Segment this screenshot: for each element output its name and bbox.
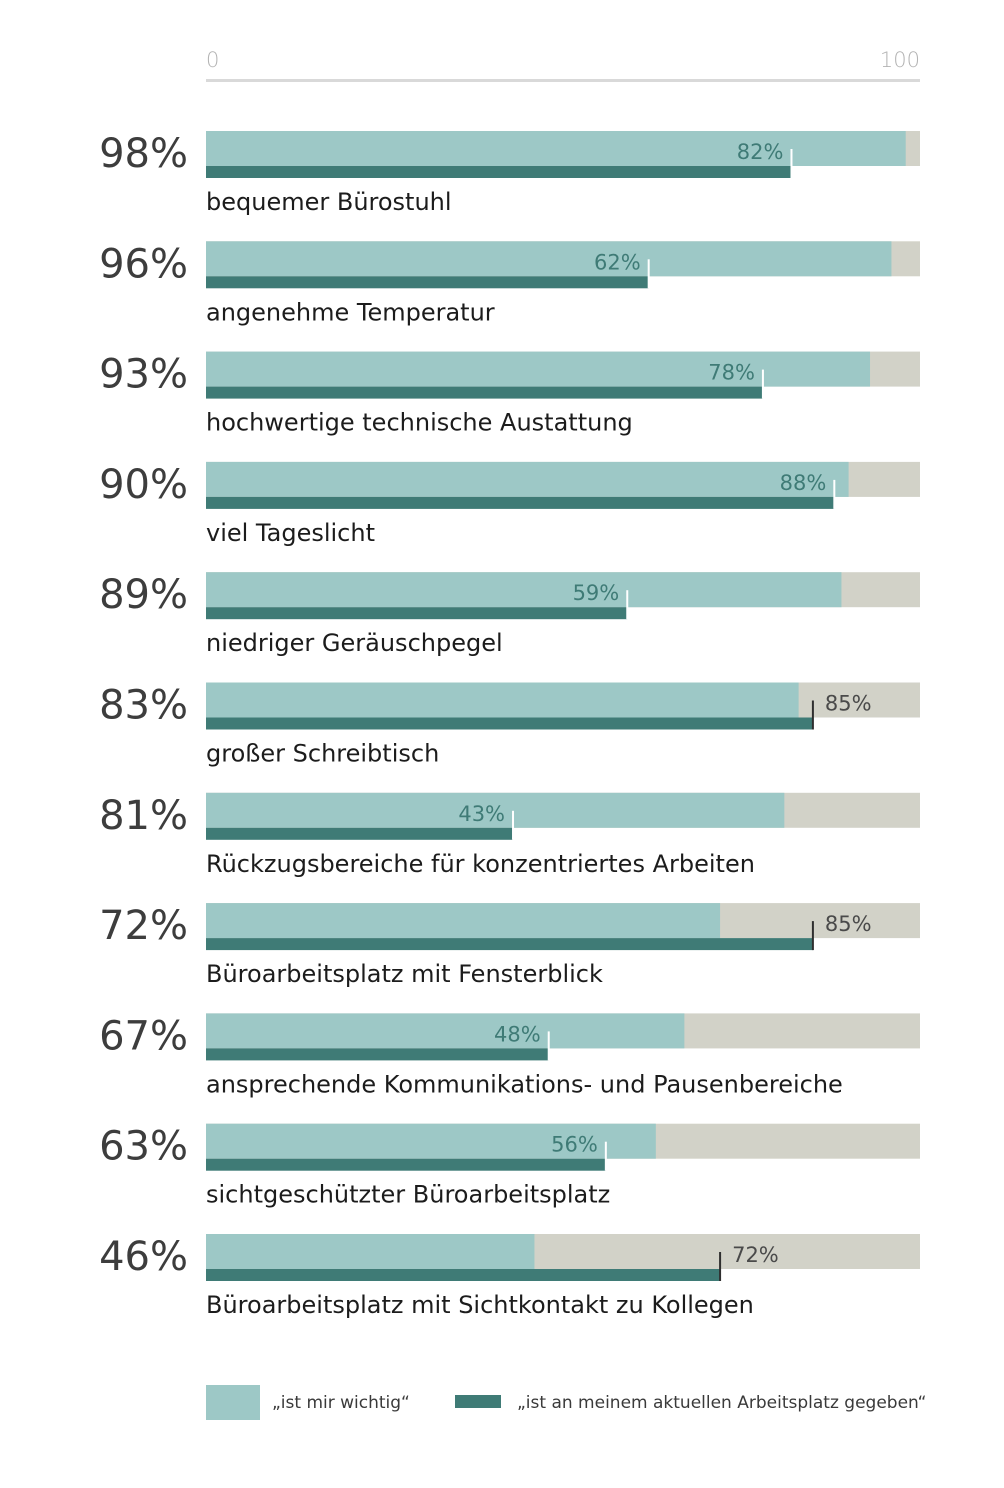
value-label-wichtig: 89% [99, 572, 188, 618]
category-label: ansprechende Kommunikations- und Pausenb… [206, 1070, 843, 1098]
value-label-wichtig: 83% [99, 683, 188, 729]
value-label-gegeben: 72% [732, 1243, 779, 1267]
legend-label-wichtig: „ist mir wichtig“ [272, 1393, 410, 1413]
category-label: angenehme Temperatur [206, 298, 495, 326]
value-label-wichtig: 46% [99, 1234, 188, 1280]
bar-gegeben-marker [626, 590, 629, 620]
value-label-gegeben: 48% [494, 1022, 541, 1046]
value-label-gegeben: 59% [573, 581, 620, 605]
category-label: viel Tageslicht [206, 519, 375, 547]
bar-gegeben [206, 827, 514, 840]
bar-gegeben-marker [547, 1031, 550, 1061]
bar-row: 48% 67% ansprechende Kommunikations- und P… [99, 1013, 920, 1098]
bar-gegeben [206, 1158, 606, 1171]
x-axis-line [206, 79, 920, 82]
bar-gegeben-marker [790, 149, 793, 178]
legend: „ist mir wichtig“ „ist an meinem aktuell… [206, 1385, 926, 1420]
bar-row: 56% 63% sichtgeschützter Büroarbeitsplatz [99, 1123, 920, 1209]
category-label: Büroarbeitsplatz mit Sichtkontakt zu Kol… [206, 1291, 754, 1319]
value-label-wichtig: 96% [99, 241, 188, 287]
bar-wichtig [206, 1234, 535, 1269]
bar-wichtig [206, 682, 799, 718]
value-label-gegeben: 88% [780, 471, 827, 495]
category-label: sichtgeschützter Büroarbeitsplatz [206, 1181, 610, 1209]
category-label: hochwertige technische Austattung [206, 409, 633, 437]
bar-row: 82% 98% bequemer Bürostuhl [99, 131, 920, 216]
bar-gegeben-marker [761, 369, 764, 399]
bar-wichtig [206, 1123, 656, 1159]
bar-row: 78% 93% hochwertige technische Austattung [99, 351, 920, 437]
value-label-gegeben: 43% [458, 802, 505, 826]
value-label-wichtig: 81% [99, 793, 188, 839]
legend-swatch-wichtig [206, 1385, 260, 1420]
category-label: großer Schreibtisch [206, 740, 439, 768]
value-label-gegeben: 62% [594, 250, 641, 274]
bar-gegeben [206, 717, 813, 730]
bar-gegeben-marker [811, 700, 814, 730]
value-label-wichtig: 90% [99, 462, 188, 508]
bar-row: 85% 72% Büroarbeitsplatz mit Fensterblick [99, 903, 920, 988]
bar-wichtig [206, 903, 721, 939]
value-label-wichtig: 67% [99, 1013, 188, 1059]
category-label: Büroarbeitsplatz mit Fensterblick [206, 960, 603, 988]
value-label-gegeben: 78% [708, 361, 755, 385]
value-label-gegeben: 85% [825, 912, 872, 936]
bar-gegeben [206, 166, 792, 178]
bar-row: 85% 83% großer Schreibtisch [99, 682, 920, 768]
bar-row: 72% 46% Büroarbeitsplatz mit Sichtkontakt … [99, 1234, 920, 1319]
x-tick-label-0: 0 [206, 48, 219, 72]
bar-row: 43% 81% Rückzugsbereiche für konzentrierte… [99, 792, 920, 878]
bar-gegeben [206, 1048, 549, 1061]
category-label: bequemer Bürostuhl [206, 188, 452, 216]
value-label-wichtig: 98% [99, 131, 188, 177]
value-label-gegeben: 82% [737, 140, 784, 164]
bar-gegeben-marker [512, 810, 515, 840]
bar-gegeben-marker [719, 1252, 722, 1281]
category-label: niedriger Geräuschpegel [206, 629, 503, 657]
bar-wichtig [206, 241, 892, 277]
bar-gegeben [206, 386, 763, 399]
value-label-gegeben: 85% [825, 692, 872, 716]
bar-gegeben-marker [811, 921, 814, 951]
x-tick-label-100: 100 [880, 48, 920, 72]
legend-label-gegeben: „ist an meinem aktuellen Arbeitsplatz ge… [517, 1393, 926, 1413]
bar-row: 59% 89% niedriger Geräuschpegel [99, 572, 920, 657]
bar-gegeben [206, 1269, 721, 1281]
legend-swatch-gegeben [455, 1395, 501, 1408]
value-label-wichtig: 63% [99, 1124, 188, 1170]
bar-wichtig [206, 461, 849, 497]
value-label-wichtig: 72% [99, 903, 188, 949]
bar-gegeben [206, 607, 628, 620]
bar-wichtig [206, 351, 871, 387]
bar-row: 88% 90% viel Tageslicht [99, 461, 920, 547]
bar-gegeben [206, 276, 649, 289]
bar-row: 62% 96% angenehme Temperatur [99, 241, 920, 326]
bar-gegeben [206, 496, 835, 509]
bar-gegeben-marker [604, 1141, 607, 1171]
bar-gegeben-marker [647, 259, 650, 289]
bar-wichtig [206, 572, 842, 608]
category-label: Rückzugsbereiche für konzentriertes Arbe… [206, 850, 755, 878]
bar-wichtig [206, 792, 785, 828]
value-label-gegeben: 56% [551, 1133, 598, 1157]
value-label-wichtig: 93% [99, 352, 188, 398]
bar-wichtig [206, 1013, 685, 1049]
bar-wichtig [206, 131, 906, 166]
bar-gegeben [206, 938, 813, 951]
bar-gegeben-marker [833, 479, 836, 509]
